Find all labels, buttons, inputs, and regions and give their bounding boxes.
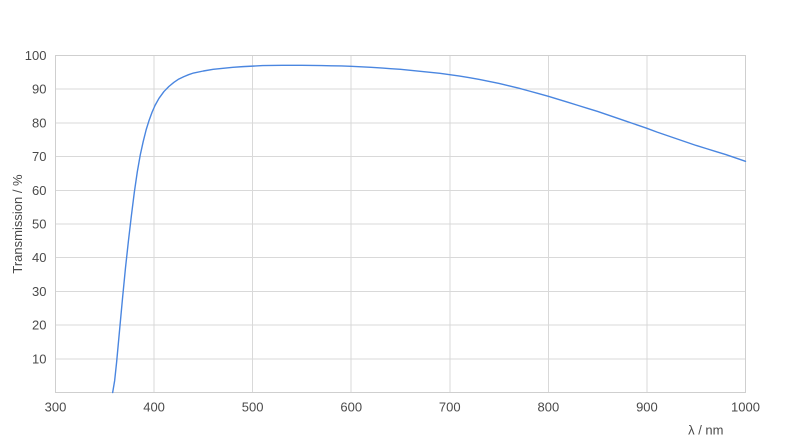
y-axis-tick-labels: 10 20 30 40 50 60 70 80 90 100 <box>25 48 47 366</box>
y-tick-label: 100 <box>25 48 47 63</box>
x-tick-label: 700 <box>439 400 461 415</box>
x-tick-label: 900 <box>636 400 658 415</box>
y-tick-label: 40 <box>32 250 46 265</box>
x-axis-tick-labels: 300 400 500 600 700 800 900 1000 <box>45 400 760 415</box>
y-tick-label: 70 <box>32 149 46 164</box>
y-tick-label: 90 <box>32 82 46 97</box>
y-tick-label: 10 <box>32 351 46 366</box>
x-tick-label: 1000 <box>731 400 760 415</box>
series-line-transmission <box>111 64 747 394</box>
y-tick-label: 50 <box>32 217 46 232</box>
y-tick-label: 30 <box>32 284 46 299</box>
data-series-layer <box>111 64 747 394</box>
y-tick-label: 20 <box>32 318 46 333</box>
x-tick-label: 500 <box>242 400 264 415</box>
x-tick-label: 600 <box>340 400 362 415</box>
y-tick-label: 60 <box>32 183 46 198</box>
x-tick-label: 800 <box>538 400 560 415</box>
plot-frame <box>55 55 746 393</box>
y-axis-title: Transmission / % <box>10 174 25 274</box>
x-tick-label: 300 <box>45 400 67 415</box>
gridlines <box>55 55 746 393</box>
y-tick-label: 80 <box>32 115 46 130</box>
x-axis-title: λ / nm <box>688 423 723 438</box>
x-tick-label: 400 <box>143 400 165 415</box>
